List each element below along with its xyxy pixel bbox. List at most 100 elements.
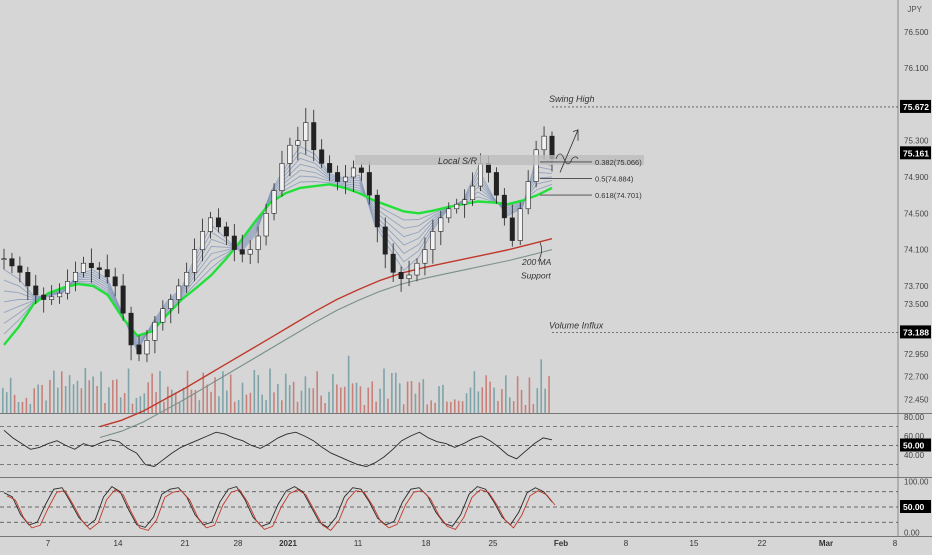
volume-bar xyxy=(375,401,377,413)
candle-body xyxy=(350,167,356,178)
candle-body xyxy=(1,258,7,260)
volume-bar xyxy=(64,386,67,413)
volume-bar xyxy=(143,393,146,413)
volume-bar xyxy=(84,368,87,413)
stoch-badge-label: 50.00 xyxy=(903,502,925,512)
volume-bar xyxy=(21,401,24,413)
volume-bar xyxy=(387,398,389,413)
time-tick-label: 25 xyxy=(489,539,498,548)
volume-bar xyxy=(170,389,173,413)
candle-body xyxy=(192,249,198,273)
volume-bar xyxy=(457,400,460,413)
volume-bar xyxy=(336,384,338,413)
price-tick-label: 74.900 xyxy=(904,173,929,182)
volume-bar xyxy=(72,384,75,413)
volume-bar xyxy=(57,387,59,413)
candle-body xyxy=(462,199,468,205)
volume-bar xyxy=(312,388,315,413)
volume-bar xyxy=(174,392,177,413)
volume-bar xyxy=(151,373,153,413)
rsi-line xyxy=(3,429,553,467)
rsi-badge xyxy=(900,438,931,452)
volume-bar xyxy=(194,390,197,413)
projection-arrow xyxy=(559,129,579,173)
candle-body xyxy=(327,163,333,173)
volume-bar xyxy=(233,401,236,413)
volume-bar xyxy=(477,391,480,413)
volume-bar xyxy=(218,396,220,413)
volume-bar xyxy=(281,400,283,413)
price-tick-label: 72.700 xyxy=(904,373,929,382)
volume-bar xyxy=(536,388,539,413)
volume-bar xyxy=(351,383,354,413)
time-tick-label: 14 xyxy=(114,539,123,548)
candle-body xyxy=(184,272,190,287)
candle-body xyxy=(96,267,102,270)
volume-bar xyxy=(13,394,16,413)
price-candles xyxy=(1,107,555,363)
candle-body xyxy=(231,235,237,250)
candle-body xyxy=(136,344,142,355)
candle-body xyxy=(366,172,372,196)
volume-bar xyxy=(37,384,39,413)
volume-bar xyxy=(17,402,20,413)
volume-bar xyxy=(92,376,94,413)
candle-body xyxy=(430,231,436,250)
stoch-badge xyxy=(900,500,931,513)
volume-bar xyxy=(300,390,303,413)
volume-bar xyxy=(104,403,106,413)
volume-bar xyxy=(465,393,468,413)
time-tick-label: Feb xyxy=(554,539,568,548)
annotations: Swing High Local S/R 0.382(75.066) 0.5(74.8… xyxy=(355,94,898,333)
volume-bar xyxy=(41,384,43,413)
annotation-200ma: 200 MA xyxy=(521,257,552,267)
time-tick-label: 2021 xyxy=(279,539,297,548)
moving-averages xyxy=(3,183,553,439)
candle-body xyxy=(541,135,547,151)
candle-body xyxy=(72,272,78,282)
volume-bar xyxy=(363,404,366,413)
candle-body xyxy=(533,149,539,182)
volume-bar xyxy=(159,371,161,413)
candle-body xyxy=(478,163,484,187)
candle-body xyxy=(263,213,269,237)
candle-body xyxy=(9,258,15,267)
annotation-support: Support xyxy=(521,271,551,281)
volume-bar xyxy=(442,384,444,413)
volume-bars xyxy=(2,355,550,413)
volume-bar xyxy=(512,401,515,413)
candle-body xyxy=(239,249,245,255)
volume-bar xyxy=(308,387,311,413)
volume-bar xyxy=(461,401,464,413)
candle-body xyxy=(509,217,515,241)
time-axis[interactable]: 7 14 21 28 2021 11 18 25 Feb 8 15 22 Mar 8 xyxy=(46,539,898,548)
price-badge-label: 75.161 xyxy=(903,148,929,158)
projection-path xyxy=(555,153,579,165)
volume-bar xyxy=(508,397,511,413)
candle-body xyxy=(470,185,476,200)
volume-bar xyxy=(284,373,287,413)
candle-body xyxy=(319,149,325,164)
volume-bar xyxy=(147,382,150,413)
volume-bar xyxy=(2,387,4,413)
volume-bar xyxy=(277,383,279,413)
volume-bar xyxy=(198,400,201,413)
stoch-tick-label: 100.00 xyxy=(904,478,929,487)
annotation-arrow xyxy=(537,242,542,262)
candle-body xyxy=(112,276,118,287)
volume-bar xyxy=(288,384,291,413)
candle-body xyxy=(144,340,150,355)
volume-bar xyxy=(68,375,71,413)
volume-bar xyxy=(241,382,244,413)
price-tick-label: 73.500 xyxy=(904,300,929,309)
candle-body xyxy=(501,194,507,219)
volume-bar xyxy=(524,404,527,413)
stoch-pane[interactable]: 100.00 0.00 50.00 xyxy=(0,478,931,538)
volume-bar xyxy=(391,373,393,413)
price-tick-label: 75.300 xyxy=(904,137,929,146)
volume-bar xyxy=(406,381,409,413)
